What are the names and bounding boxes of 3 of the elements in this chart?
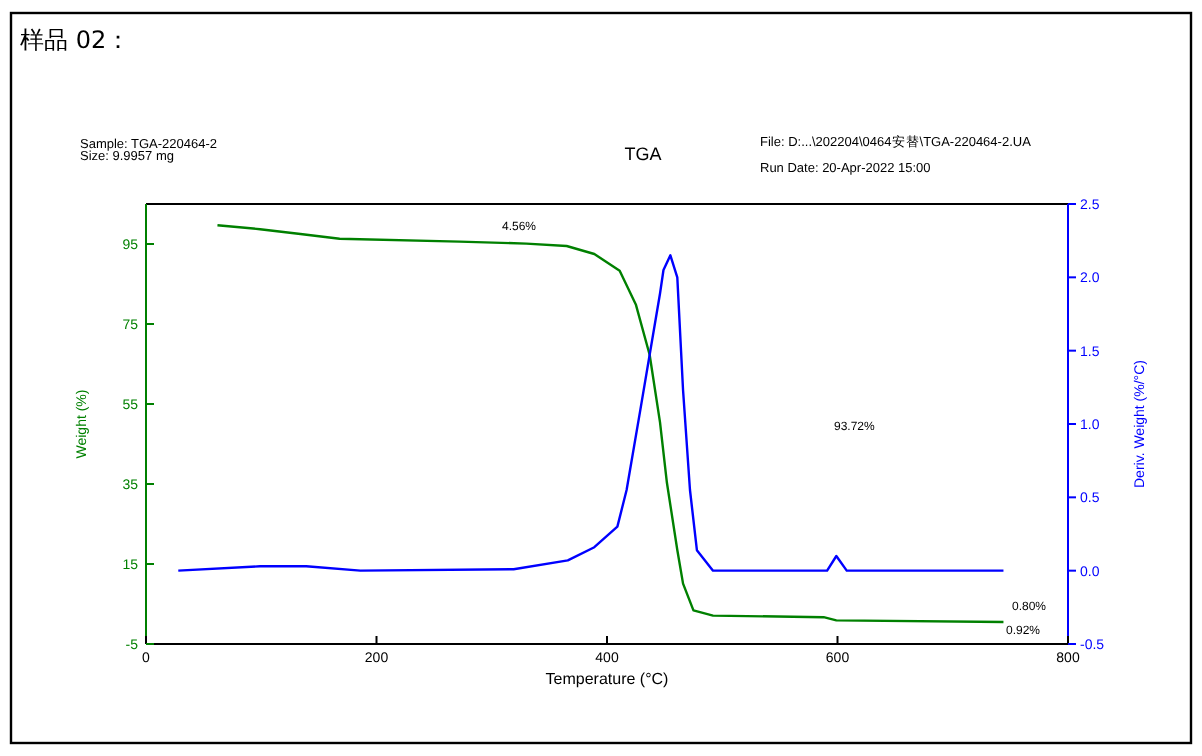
x-axis-title: Temperature (°C) [545,670,670,688]
chart-title: TGA [624,144,662,164]
text: 样品 02： [20,26,131,54]
